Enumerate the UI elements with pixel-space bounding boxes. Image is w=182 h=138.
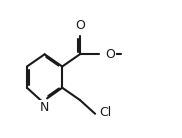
Text: O: O — [75, 19, 85, 32]
Text: Cl: Cl — [99, 106, 111, 119]
Text: N: N — [40, 100, 49, 114]
Text: O: O — [105, 48, 115, 61]
